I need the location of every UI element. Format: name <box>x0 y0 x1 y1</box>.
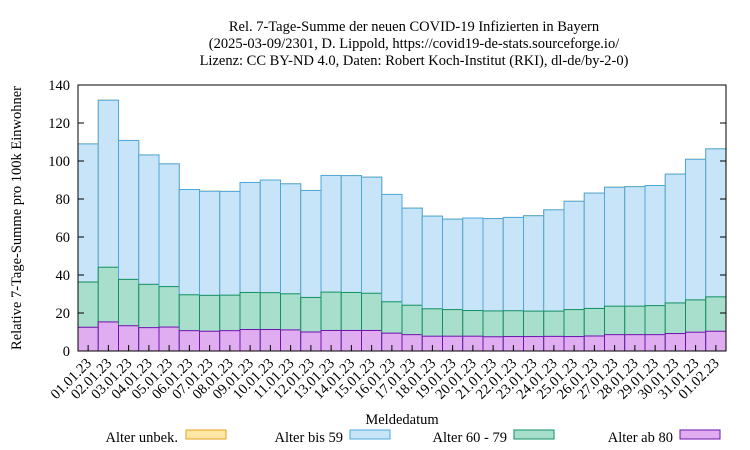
chart-title-line-1: Rel. 7-Tage-Summe der neuen COVID-19 Inf… <box>229 19 600 35</box>
legend-swatch-alter-bis-59 <box>349 429 391 440</box>
chart-title: Rel. 7-Tage-Summe der neuen COVID-19 Inf… <box>200 19 629 69</box>
y-tick-label: 120 <box>48 116 70 132</box>
legend-swatch-alter-unbek- <box>185 429 227 440</box>
bars-layer <box>77 99 727 352</box>
legend-label-alter-bis-59: Alter bis 59 <box>275 430 343 446</box>
x-axis: 01.01.2302.01.2303.01.2304.01.2305.01.23… <box>48 345 723 403</box>
legend-swatch-alter-60-79 <box>513 429 555 440</box>
y-axis-label: Relative 7-Tage-Summe pro 100k Einwohner <box>9 86 25 350</box>
chart-title-line-3: Lizenz: CC BY-ND 4.0, Daten: Robert Koch… <box>200 53 629 69</box>
y-axis: 0 20 40 60 80 100 120 140 <box>48 78 726 360</box>
legend: Alter unbek. Alter bis 59 Alter 60 - 79 Alt… <box>106 429 721 446</box>
legend-label-alter-unbek-: Alter unbek. <box>106 430 178 446</box>
y-tick-label: 80 <box>56 192 71 208</box>
y-tick-label: 60 <box>56 230 71 246</box>
chart-title-line-2: (2025-03-09/2301, D. Lippold, https://co… <box>209 36 620 52</box>
y-tick-label: 0 <box>63 344 70 360</box>
y-tick-label: 40 <box>56 268 71 284</box>
y-tick-label: 20 <box>56 306 71 322</box>
y-tick-label: 100 <box>48 154 70 170</box>
legend-label-alter-60-79: Alter 60 - 79 <box>433 430 508 446</box>
plot-frame <box>77 84 727 352</box>
y-tick-label: 140 <box>48 78 70 94</box>
legend-swatch-alter-ab-80 <box>679 429 721 440</box>
x-axis-label: Meldedatum <box>365 412 439 428</box>
legend-label-alter-ab-80: Alter ab 80 <box>608 430 673 446</box>
